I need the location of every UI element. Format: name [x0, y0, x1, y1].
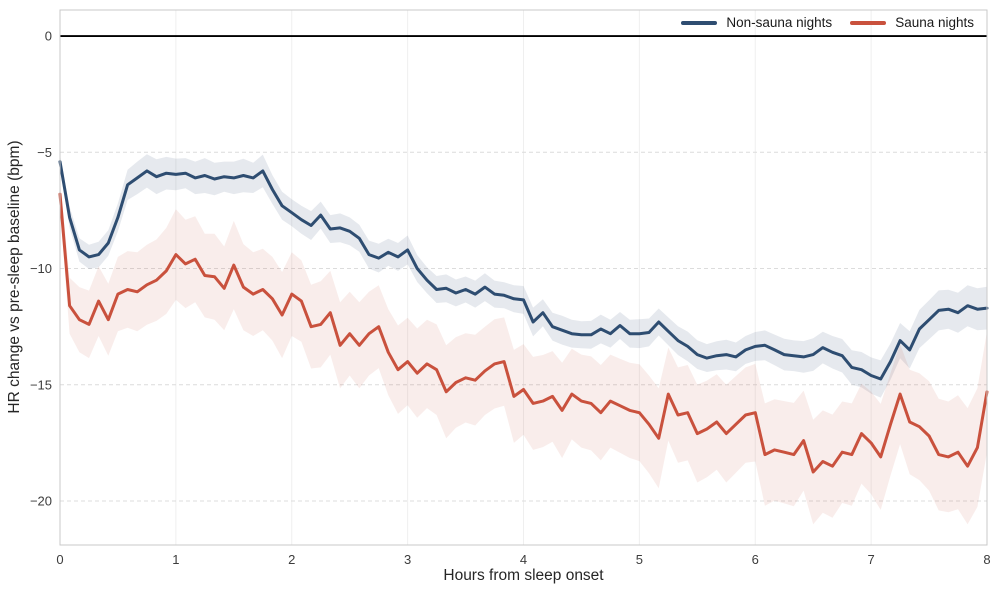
x-tick-label: 0 [56, 552, 63, 567]
legend-label-sauna: Sauna nights [895, 15, 974, 30]
legend: Non-sauna nights Sauna nights [681, 15, 974, 30]
y-tick-label: −10 [30, 261, 52, 276]
series-line-non-sauna-nights [58, 160, 989, 381]
plot-border [59, 9, 988, 546]
y-tick-label: −5 [37, 145, 52, 160]
legend-line-swatch-sauna [850, 20, 887, 25]
x-tick-label: 8 [983, 552, 990, 567]
legend-item-non-sauna-nights: Non-sauna nights [681, 15, 832, 30]
x-tick-label: 1 [172, 552, 179, 567]
x-tick-label: 3 [404, 552, 411, 567]
x-axis-label: Hours from sleep onset [443, 567, 604, 584]
x-tick-label: 5 [636, 552, 643, 567]
y-tick-label: −20 [30, 494, 52, 509]
legend-label-non-sauna: Non-sauna nights [726, 15, 833, 30]
y-tick-label: 0 [45, 29, 52, 44]
series-line-sauna-nights [58, 192, 989, 474]
x-tick-label: 4 [520, 552, 527, 567]
x-tick-label: 6 [752, 552, 759, 567]
y-axis-label: HR change vs pre-sleep baseline (bpm) [6, 140, 23, 414]
legend-line-swatch-non-sauna [681, 20, 718, 25]
x-tick-label: 2 [288, 552, 295, 567]
confidence-band-non-sauna-nights [60, 154, 987, 398]
y-tick-label: −15 [30, 377, 52, 392]
legend-item-sauna-nights: Sauna nights [850, 15, 974, 30]
x-tick-label: 7 [868, 552, 875, 567]
confidence-band-sauna-nights [60, 180, 987, 525]
